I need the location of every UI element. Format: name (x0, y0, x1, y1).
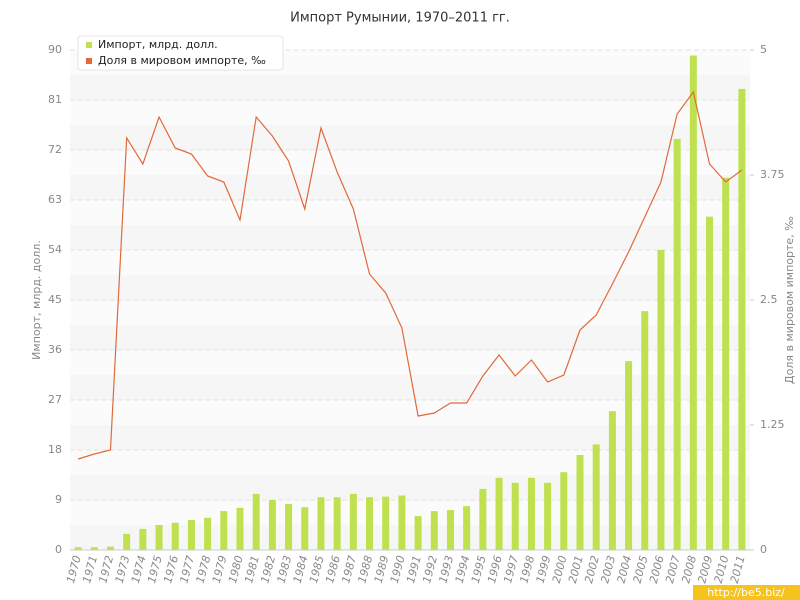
y-axis-label: Импорт, млрд. долл. (30, 240, 43, 360)
y-tick-label: 63 (48, 193, 62, 206)
y2-tick-label: 0 (760, 543, 767, 556)
y-tick-label: 36 (48, 343, 62, 356)
bar (317, 497, 325, 550)
watermark: http://be5.biz/ (707, 586, 785, 599)
bar (74, 547, 82, 550)
bar (139, 528, 147, 550)
y-tick-label: 9 (55, 493, 62, 506)
bar (349, 493, 357, 550)
legend-swatch (86, 58, 92, 64)
bar (706, 216, 714, 550)
bar (560, 472, 568, 550)
stripe (70, 500, 750, 525)
bar (430, 511, 438, 550)
bar (333, 497, 341, 550)
stripe (70, 100, 750, 125)
bar (576, 455, 584, 550)
bar (268, 500, 276, 550)
stripe (70, 75, 750, 100)
legend-box (77, 35, 284, 71)
y-tick-label: 54 (48, 243, 62, 256)
bar (171, 522, 179, 550)
y-tick-label: 90 (48, 43, 62, 56)
y-tick-label: 27 (48, 393, 62, 406)
bar (657, 250, 665, 550)
stripe (70, 525, 750, 550)
bar (463, 506, 471, 550)
stripe (70, 300, 750, 325)
y-tick-label: 72 (48, 143, 62, 156)
y2-tick-label: 2.5 (760, 293, 778, 306)
stripe (70, 375, 750, 400)
bar (641, 311, 649, 550)
bar (592, 444, 600, 550)
bar (479, 488, 487, 550)
bar (625, 361, 633, 550)
stripe (70, 200, 750, 225)
plot-background (70, 50, 750, 550)
bar (511, 482, 519, 550)
stripe (70, 150, 750, 175)
bar (285, 503, 293, 550)
stripe (70, 400, 750, 425)
legend-label: Доля в мировом импорте, ‰ (98, 54, 266, 67)
y-tick-label: 81 (48, 93, 62, 106)
line (77, 90, 743, 460)
watermark-box (693, 585, 800, 600)
bar (220, 511, 228, 550)
y2-axis-label: Доля в мировом импорте, ‰ (783, 216, 796, 384)
y-tick-label: 45 (48, 293, 62, 306)
bar (187, 520, 195, 550)
bar (673, 138, 681, 550)
bar (236, 507, 244, 550)
bar (382, 496, 390, 550)
y2-tick-label: 3.75 (760, 168, 785, 181)
bar (414, 516, 422, 550)
legend-label: Импорт, млрд. долл. (98, 38, 218, 51)
stripe (70, 450, 750, 475)
stripe (70, 175, 750, 200)
bar (398, 495, 406, 550)
legend-swatch (86, 42, 92, 48)
bar (527, 477, 535, 550)
legend: Импорт, млрд. долл. Доля в мировом импорт… (77, 35, 284, 71)
y2-tick-label: 1.25 (760, 418, 785, 431)
bar (689, 55, 697, 551)
bar (544, 482, 552, 550)
bar (446, 510, 454, 550)
stripe (70, 225, 750, 250)
stripe (70, 425, 750, 450)
bar (608, 411, 616, 550)
bar (90, 547, 98, 550)
bar (204, 517, 212, 550)
y2-tick-label: 5 (760, 43, 767, 56)
stripe (70, 125, 750, 150)
bar (301, 507, 309, 550)
bar (106, 546, 114, 550)
bar (738, 88, 746, 550)
bar (722, 177, 730, 550)
stripe (70, 275, 750, 300)
bar (155, 525, 163, 550)
bar (495, 477, 503, 550)
stripe (70, 475, 750, 500)
stripe (70, 250, 750, 275)
y-tick-label: 18 (48, 443, 62, 456)
chart-title: Импорт Румынии, 1970–2011 гг. (290, 11, 510, 26)
y-tick-label: 0 (55, 543, 62, 556)
bar (252, 493, 260, 550)
bar (366, 497, 374, 550)
bar (123, 533, 131, 550)
stripe (70, 325, 750, 350)
